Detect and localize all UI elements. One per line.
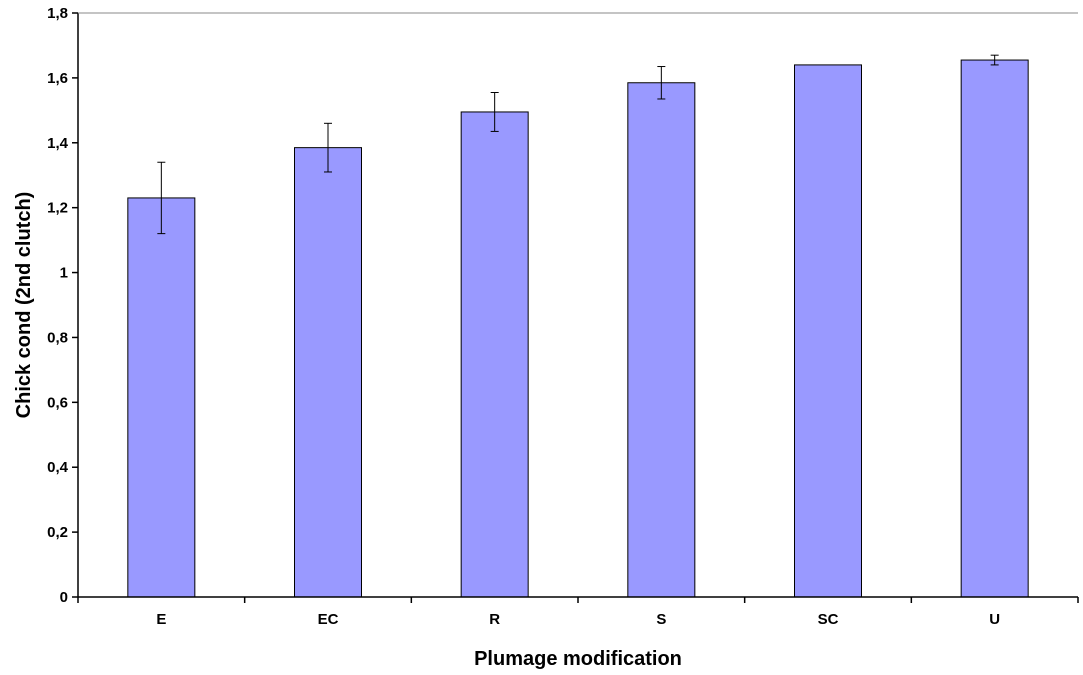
x-axis-ticks: E EC R S SC U	[77, 597, 1079, 628]
y-tick-label: 1	[60, 265, 68, 282]
error-bar-r	[490, 91, 499, 132]
bar-sc	[794, 64, 862, 598]
x-tick-label-e: E	[156, 611, 166, 628]
x-tick-label-r: R	[489, 611, 500, 628]
y-tick-label: 0	[60, 589, 68, 606]
y-tick-label: 0,8	[47, 329, 68, 346]
y-tick-label: 1,2	[47, 200, 68, 217]
y-tick-label: 1,4	[47, 135, 69, 152]
x-tick-label-ec: EC	[318, 611, 339, 628]
bar-e	[127, 197, 196, 598]
x-tick-label-sc: SC	[818, 611, 839, 628]
y-tick-label: 1,6	[47, 70, 68, 87]
bars	[127, 59, 1029, 598]
y-tick-label: 1,8	[47, 5, 68, 22]
bar-s	[627, 82, 696, 598]
y-tick-label: 0,2	[47, 524, 68, 541]
x-axis-title: Plumage modification	[474, 648, 682, 670]
y-tick-label: 0,6	[47, 394, 68, 411]
y-axis-ticks: 0 0,2 0,4 0,6 0,8 1 1,2 1,4 1,6 1,8	[47, 5, 78, 606]
bar-ec	[294, 147, 362, 598]
error-bar-u	[990, 54, 999, 66]
bar-u	[960, 59, 1029, 598]
x-tick-label-s: S	[656, 611, 666, 628]
y-axis-title: Chick cond (2nd clutch)	[13, 192, 35, 419]
error-bar-s	[657, 66, 666, 100]
error-bars	[157, 54, 999, 235]
bar-r	[460, 111, 529, 598]
error-bar-ec	[324, 122, 332, 173]
error-bar-e	[157, 161, 166, 235]
y-tick-label: 0,4	[47, 459, 69, 476]
x-tick-label-u: U	[989, 611, 1000, 628]
